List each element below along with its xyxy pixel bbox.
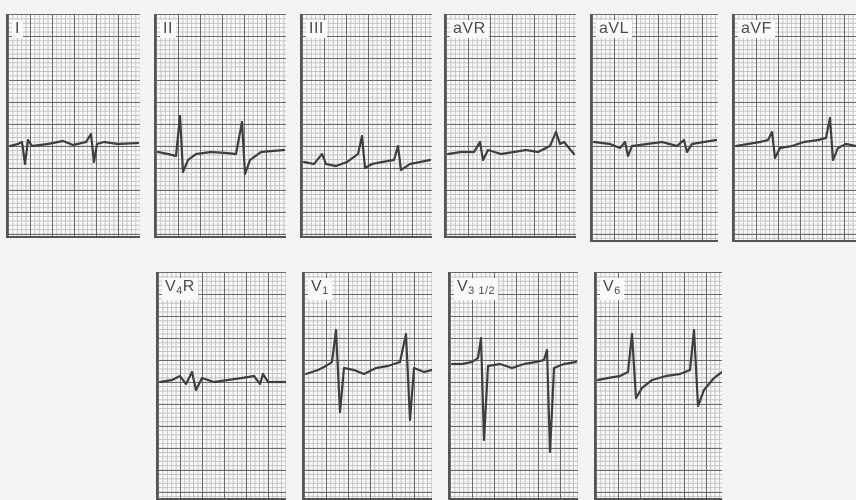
ecg-trace-lead-aVF xyxy=(734,116,856,162)
ecg-strip-lead-III: III xyxy=(300,14,432,238)
ecg-strip-lead-V4R: V4R xyxy=(156,272,286,500)
lead-label-aVL: aVL xyxy=(596,20,632,38)
lead-label-V3half: V3 1/2 xyxy=(454,278,499,300)
lead-label-V4R-suffix: R xyxy=(182,278,195,295)
lead-label-V4R-sub: 4 xyxy=(176,285,183,297)
lead-label-V6: V6 xyxy=(600,278,624,300)
lead-label-V1: V1 xyxy=(308,278,332,300)
ecg-trace-lead-V1 xyxy=(304,328,432,422)
lead-label-V6-sub: 6 xyxy=(614,285,621,297)
lead-label-aVR: aVR xyxy=(450,20,489,38)
ecg-strip-lead-aVF: aVF xyxy=(732,14,856,242)
ecg-strip-lead-aVL: aVL xyxy=(590,14,718,242)
lead-label-V4R: V4R xyxy=(162,278,198,300)
lead-label-II: II xyxy=(160,20,176,38)
ecg-trace-lead-V3half xyxy=(450,336,578,454)
ecg-trace-lead-V4R xyxy=(158,370,286,392)
lead-label-V1-sub: 1 xyxy=(322,285,329,297)
ecg-trace-lead-II xyxy=(156,114,286,176)
ecg-strip-lead-II: II xyxy=(154,14,286,238)
lead-label-V6-main: V xyxy=(603,278,615,295)
lead-label-V3half-sub: 3 1/2 xyxy=(468,285,496,297)
ecg-trace-lead-I xyxy=(8,132,140,166)
lead-label-aVF: aVF xyxy=(738,20,775,38)
ecg-trace-lead-aVL xyxy=(592,138,718,158)
ecg-strip-lead-aVR: aVR xyxy=(444,14,576,238)
lead-label-V4R-main: V xyxy=(165,278,177,295)
lead-label-III: III xyxy=(306,20,327,38)
ecg-strip-lead-V6: V6 xyxy=(594,272,722,500)
ecg-strip-lead-V1: V1 xyxy=(302,272,432,500)
ecg-strip-lead-I: I xyxy=(6,14,140,238)
ecg-strip-lead-V3half: V3 1/2 xyxy=(448,272,578,500)
ecg-trace-lead-III xyxy=(302,134,432,172)
lead-label-V1-main: V xyxy=(311,278,323,295)
ecg-trace-lead-V6 xyxy=(596,328,722,408)
lead-label-V3half-main: V xyxy=(457,278,469,295)
ecg-trace-lead-aVR xyxy=(446,130,576,162)
lead-label-I: I xyxy=(12,20,23,38)
